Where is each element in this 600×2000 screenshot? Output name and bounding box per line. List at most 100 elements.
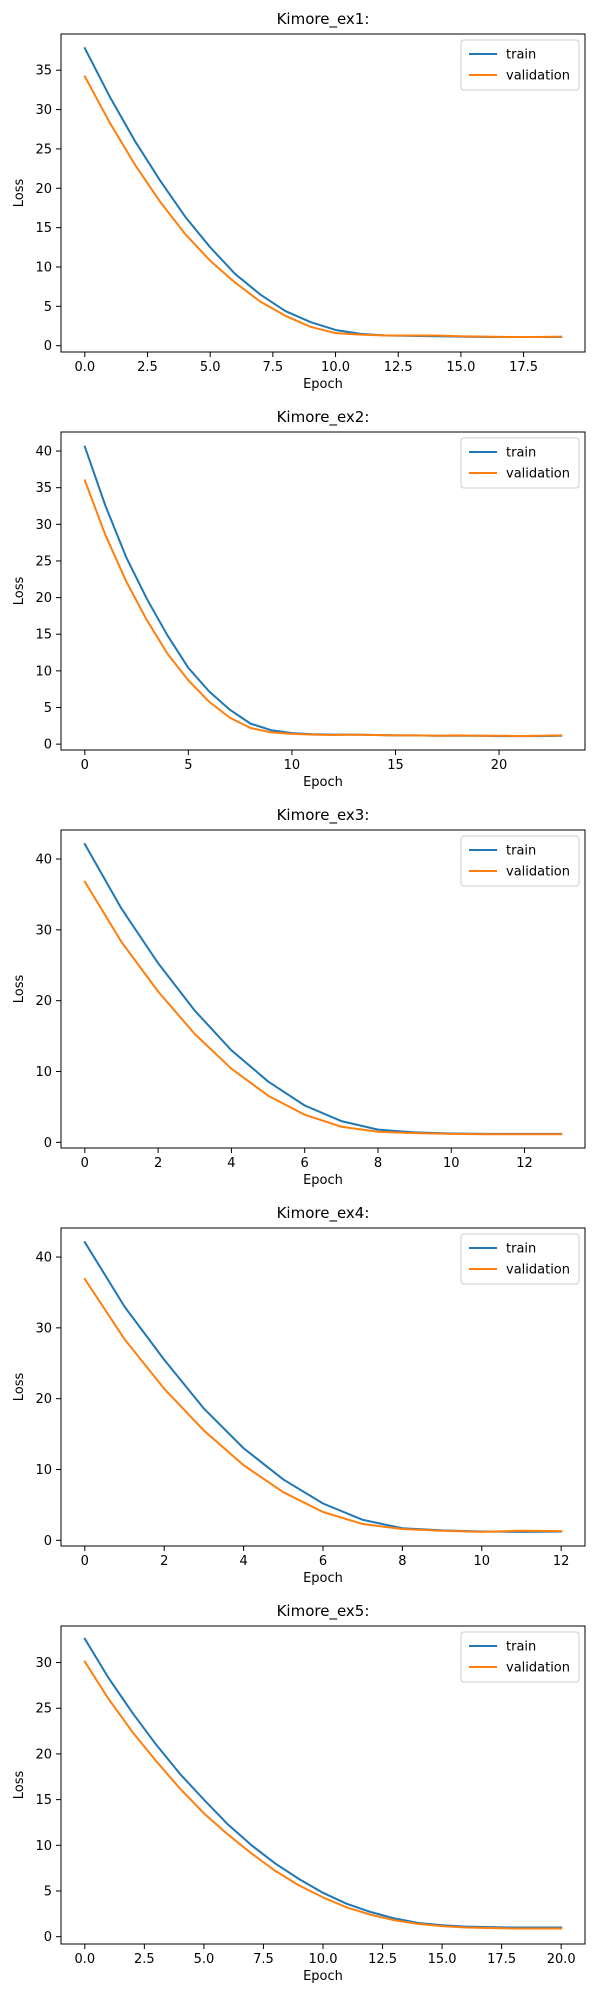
x-tick-label: 12.5 bbox=[368, 1952, 397, 1967]
legend-box bbox=[460, 39, 580, 91]
legend-label-train: train bbox=[506, 446, 536, 461]
y-tick-label: 30 bbox=[35, 103, 52, 118]
series-line-train bbox=[83, 445, 563, 738]
y-axis-label: Loss bbox=[12, 179, 27, 208]
y-tick-label: 5 bbox=[44, 701, 52, 716]
x-tick-label: 20.0 bbox=[547, 1952, 576, 1967]
legend-label-train: train bbox=[506, 844, 536, 859]
x-tick-label: 6 bbox=[301, 1156, 309, 1171]
series-group bbox=[83, 1240, 563, 1533]
legend: train validation bbox=[460, 1233, 580, 1285]
x-tick-label: 5.0 bbox=[194, 1952, 215, 1967]
x-tick-label: 5.0 bbox=[200, 360, 221, 375]
x-tick-label: 10.0 bbox=[321, 360, 350, 375]
y-tick-label: 25 bbox=[35, 1702, 52, 1717]
y-tick-label: 0 bbox=[44, 339, 52, 354]
x-tick-label: 12 bbox=[553, 1554, 570, 1569]
x-tick-label: 8 bbox=[398, 1554, 406, 1569]
y-tick-label: 35 bbox=[35, 481, 52, 496]
y-tick-label: 0 bbox=[44, 1136, 52, 1151]
chart-1: Kimore_ex1: 0.0 2.5 5.0 7.5 10.0 12.5 15.0 17.5 0… bbox=[12, 10, 586, 392]
x-tick-label: 17.5 bbox=[509, 360, 538, 375]
x-tick-label: 0 bbox=[81, 758, 89, 773]
y-axis-label: Loss bbox=[12, 975, 27, 1004]
x-tick-label: 2 bbox=[160, 1554, 168, 1569]
y-tick-label: 10 bbox=[35, 1463, 52, 1478]
chart-3: Kimore_ex3: 0 2 4 6 8 10 12 0 10 20 30 40 Epoch Loss tr… bbox=[12, 806, 586, 1188]
x-axis-label: Epoch bbox=[303, 1571, 343, 1586]
chart-title: Kimore_ex2: bbox=[277, 408, 370, 427]
y-tick-label: 20 bbox=[35, 1392, 52, 1407]
x-tick-label: 15.0 bbox=[428, 1952, 457, 1967]
x-tick-label: 2.5 bbox=[137, 360, 158, 375]
legend-label-validation: validation bbox=[506, 865, 570, 880]
y-tick-label: 30 bbox=[35, 1321, 52, 1336]
x-tick-label: 10 bbox=[443, 1156, 460, 1171]
series-line-validation bbox=[83, 880, 563, 1136]
x-tick-label: 0.0 bbox=[74, 1952, 95, 1967]
legend-box bbox=[460, 437, 580, 489]
x-tick-label: 4 bbox=[239, 1554, 247, 1569]
y-axis-label: Loss bbox=[12, 577, 27, 606]
series-line-validation bbox=[83, 479, 563, 738]
y-tick-label: 30 bbox=[35, 923, 52, 938]
legend-label-train: train bbox=[506, 48, 536, 63]
y-tick-label: 20 bbox=[35, 994, 52, 1009]
legend-box bbox=[460, 1631, 580, 1683]
x-tick-label: 7.5 bbox=[253, 1952, 274, 1967]
y-tick-label: 10 bbox=[35, 664, 52, 679]
x-tick-label: 15 bbox=[387, 758, 404, 773]
x-tick-label: 7.5 bbox=[263, 360, 284, 375]
y-axis-label: Loss bbox=[12, 1771, 27, 1800]
plot-frame bbox=[60, 431, 586, 751]
y-tick-label: 0 bbox=[44, 1930, 52, 1945]
x-tick-label: 12.5 bbox=[384, 360, 413, 375]
y-tick-label: 35 bbox=[35, 64, 52, 79]
x-tick-label: 0 bbox=[81, 1156, 89, 1171]
y-tick-label: 15 bbox=[35, 221, 52, 236]
x-axis-label: Epoch bbox=[303, 377, 343, 392]
x-axis-label: Epoch bbox=[303, 775, 343, 790]
x-tick-label: 12 bbox=[516, 1156, 533, 1171]
y-tick-label: 10 bbox=[35, 260, 52, 275]
legend-box bbox=[460, 1233, 580, 1285]
y-tick-label: 0 bbox=[44, 738, 52, 753]
series-line-train bbox=[83, 1240, 563, 1533]
legend: train validation bbox=[460, 39, 580, 91]
chart-5: Kimore_ex5: 0.0 2.5 5.0 7.5 10.0 12.5 15.0 17.5 2… bbox=[12, 1602, 586, 1984]
series-group bbox=[83, 445, 563, 738]
x-tick-label: 15.0 bbox=[446, 360, 475, 375]
x-tick-label: 6 bbox=[319, 1554, 327, 1569]
series-line-validation bbox=[83, 1660, 563, 1930]
y-tick-label: 30 bbox=[35, 1656, 52, 1671]
x-tick-label: 5 bbox=[184, 758, 192, 773]
y-tick-label: 15 bbox=[35, 628, 52, 643]
y-tick-label: 40 bbox=[35, 445, 52, 460]
x-tick-label: 0.0 bbox=[74, 360, 95, 375]
x-tick-label: 4 bbox=[227, 1156, 235, 1171]
series-group bbox=[83, 46, 563, 339]
legend-box bbox=[460, 835, 580, 887]
legend-label-train: train bbox=[506, 1242, 536, 1257]
y-tick-label: 5 bbox=[44, 1885, 52, 1900]
x-tick-label: 10 bbox=[284, 758, 301, 773]
series-group bbox=[83, 1637, 563, 1930]
series-line-train bbox=[83, 46, 563, 339]
chart-title: Kimore_ex3: bbox=[277, 806, 370, 825]
y-tick-label: 40 bbox=[35, 853, 52, 868]
y-tick-label: 20 bbox=[35, 591, 52, 606]
legend-label-validation: validation bbox=[506, 1661, 570, 1676]
y-tick-label: 20 bbox=[35, 1747, 52, 1762]
y-axis-label: Loss bbox=[12, 1373, 27, 1402]
plot-frame bbox=[60, 829, 586, 1149]
chart-4: Kimore_ex4: 0 2 4 6 8 10 12 0 10 20 30 40 Epoch Loss tr… bbox=[12, 1204, 586, 1586]
y-tick-label: 25 bbox=[35, 142, 52, 157]
legend: train validation bbox=[460, 1631, 580, 1683]
series-group bbox=[83, 842, 563, 1136]
x-tick-label: 17.5 bbox=[487, 1952, 516, 1967]
legend: train validation bbox=[460, 437, 580, 489]
y-tick-label: 0 bbox=[44, 1534, 52, 1549]
chart-title: Kimore_ex5: bbox=[277, 1602, 370, 1621]
x-tick-label: 2.5 bbox=[134, 1952, 155, 1967]
